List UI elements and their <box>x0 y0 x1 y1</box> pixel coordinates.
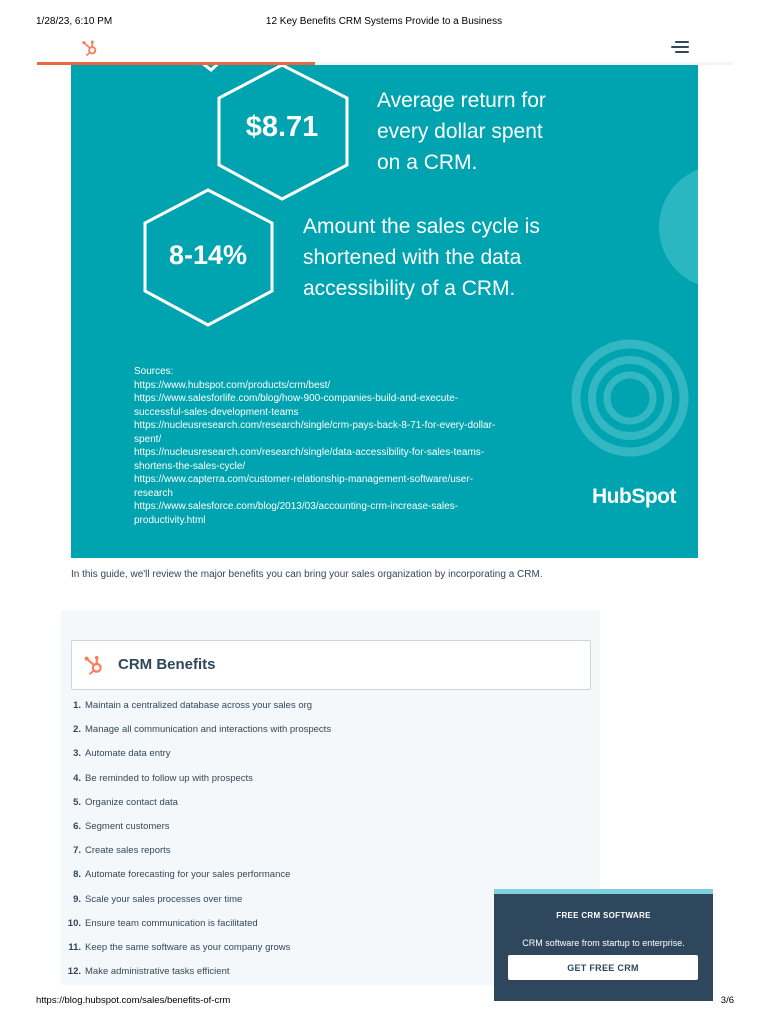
page-url: https://blog.hubspot.com/sales/benefits-… <box>36 995 231 1006</box>
print-page-title: 12 Key Benefits CRM Systems Provide to a… <box>265 16 503 27</box>
hubspot-logo: HubSpot <box>592 485 676 508</box>
source-url: https://www.hubspot.com/products/crm/bes… <box>134 379 331 391</box>
toc-item[interactable]: 6. Segment customers <box>61 821 581 845</box>
toc-item-number: 5. <box>73 796 81 808</box>
toc-item[interactable]: 8. Automate forecasting for your sales pe… <box>61 869 581 893</box>
intro-paragraph: In this guide, we'll review the major be… <box>71 569 543 580</box>
toc-item-number: 3. <box>73 748 81 760</box>
toc-item-label[interactable]: Maintain a centralized database across y… <box>85 700 313 711</box>
stat-description-line: accessibility of a CRM. <box>303 277 516 300</box>
reading-progress-fill <box>37 62 316 65</box>
toc-item[interactable]: 10. Ensure team communication is facilita… <box>61 918 581 942</box>
stat-description: Average return for every dollar spent on… <box>377 85 546 178</box>
print-header: 1/28/23, 6:10 PM 12 Key Benefits CRM Sys… <box>0 16 768 30</box>
source-url: https://nucleusresearch.com/research/sin… <box>134 420 496 445</box>
toc-item-number: 4. <box>73 772 81 784</box>
source-url: https://www.salesforlife.com/blog/how-90… <box>134 393 459 418</box>
stat-description: Amount the sales cycle is shortened with… <box>303 211 540 304</box>
stat-description-line: on a CRM. <box>377 151 478 174</box>
print-datetime: 1/28/23, 6:10 PM <box>36 16 113 27</box>
toc-item-label[interactable]: Scale your sales processes over time <box>85 893 243 905</box>
toc-item-label[interactable]: Keep the same software as your company g… <box>85 941 291 953</box>
toc-heading: CRM Benefits <box>118 656 216 673</box>
print-footer: https://blog.hubspot.com/sales/benefits-… <box>0 995 768 1009</box>
toc-item-number: 7. <box>73 845 81 857</box>
get-free-crm-button[interactable]: GET FREE CRM <box>508 955 698 980</box>
decorative-ring <box>603 371 657 425</box>
source-url: https://www.salesforce.com/blog/2013/03/… <box>134 501 459 526</box>
source-url: https://www.capterra.com/customer-relati… <box>134 474 474 499</box>
stat-description-line: shortened with the data <box>303 246 522 269</box>
stat-description-line: every dollar spent <box>377 120 543 143</box>
toc-item[interactable]: 11. Keep the same software as your compan… <box>61 942 581 966</box>
partial-hexagon-shape <box>202 65 219 72</box>
hubspot-sprocket-icon[interactable] <box>81 39 99 57</box>
stat-description-line: Average return for <box>377 89 546 112</box>
stat-value: $8.71 <box>245 111 319 143</box>
stat-description-line: Amount the sales cycle is <box>303 215 540 238</box>
toc-item[interactable]: 9. Scale your sales processes over time <box>61 894 581 918</box>
toc-item-number: 11. <box>68 941 81 953</box>
sources-list: Sources: https://www.hubspot.com/product… <box>134 365 554 527</box>
toc-item-number: 10. <box>67 917 81 929</box>
sources-label: Sources: <box>134 366 174 377</box>
cta-subtitle: CRM software from startup to enterprise. <box>522 938 685 948</box>
infographic-decorations <box>143 65 698 457</box>
hexagon-shape <box>143 188 274 327</box>
toc-item-number: 9. <box>73 893 81 905</box>
toc-item[interactable]: 3. Automate data entry <box>61 748 581 772</box>
toc-item-label[interactable]: Be reminded to follow up with prospects <box>85 772 253 784</box>
source-url: https://nucleusresearch.com/research/sin… <box>134 447 485 472</box>
toc-item-label[interactable]: Automate forecasting for your sales perf… <box>85 869 291 881</box>
free-crm-cta: FREE CRM SOFTWARE CRM software from star… <box>494 889 713 1001</box>
crm-stats-infographic: $8.71 Average return for every dollar sp… <box>71 65 698 558</box>
toc-item-label[interactable]: Create sales reports <box>85 845 171 857</box>
hubspot-sprocket-icon <box>83 654 105 676</box>
hamburger-menu-icon[interactable] <box>671 41 689 55</box>
toc-item-label[interactable]: Ensure team communication is facilitated <box>85 917 258 929</box>
reading-progress-bar <box>37 62 733 65</box>
stat-value: 8-14% <box>168 240 248 270</box>
page-number: 3/6 <box>720 995 734 1006</box>
toc-item-number: 6. <box>73 820 81 832</box>
toc-item[interactable]: 7. Create sales reports <box>61 845 581 869</box>
toc-item-number: 2. <box>73 724 81 736</box>
site-nav <box>37 34 697 63</box>
toc-header: CRM Benefits <box>71 640 591 690</box>
cta-title: FREE CRM SOFTWARE <box>556 911 651 920</box>
decorative-ring <box>588 356 672 440</box>
toc-item[interactable]: 4. Be reminded to follow up with prospect… <box>61 773 581 797</box>
toc-item[interactable]: 5. Organize contact data <box>61 797 581 821</box>
toc-item[interactable]: 1. Maintain a centralized database across… <box>61 700 581 724</box>
decorative-circle <box>659 169 698 285</box>
toc-item-label[interactable]: Organize contact data <box>85 796 178 808</box>
toc-item-number: 12. <box>67 966 81 978</box>
hexagon-shape <box>217 65 349 201</box>
toc-item-number: 1. <box>73 700 81 711</box>
toc-item-number: 8. <box>73 869 81 881</box>
toc-item-label[interactable]: Manage all communication and interaction… <box>85 724 332 736</box>
decorative-ring <box>571 339 689 457</box>
toc-item[interactable]: 2. Manage all communication and interacti… <box>61 724 581 748</box>
toc-item-label[interactable]: Make administrative tasks efficient <box>85 966 230 978</box>
toc-item[interactable]: 12. Make administrative tasks efficient <box>61 966 581 990</box>
toc-item-label[interactable]: Segment customers <box>85 820 170 832</box>
toc-list: 1. Maintain a centralized database across… <box>61 700 581 990</box>
toc-item-label[interactable]: Automate data entry <box>85 748 171 760</box>
